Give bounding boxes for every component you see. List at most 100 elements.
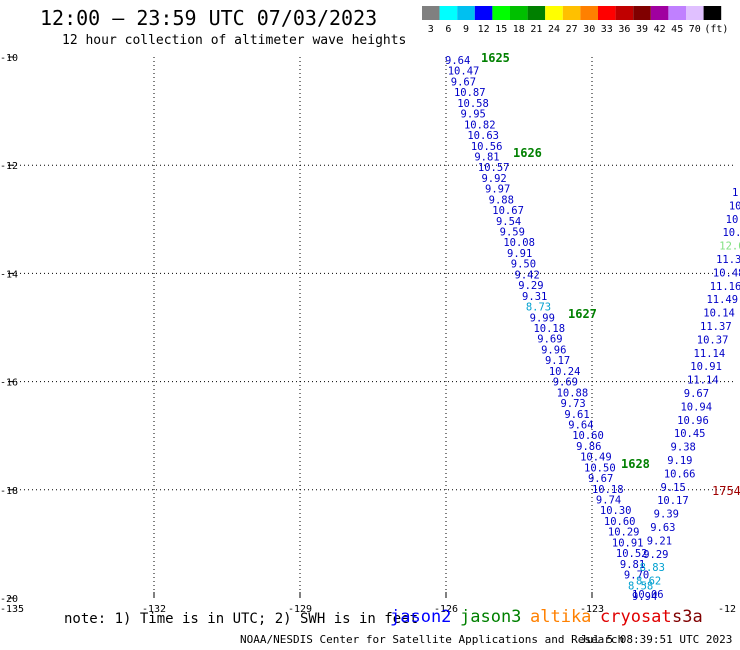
swh-value-point: 10.47 (448, 66, 480, 78)
swh-value-point: 11.3 (716, 254, 740, 266)
swh-value-point: 10.08 (503, 237, 535, 249)
swh-value-point: 9.73 (560, 398, 585, 410)
swh-value-point: 9.42 (515, 269, 540, 281)
lat-tick-label: -20 (0, 594, 18, 605)
legend-label: 45 (671, 24, 683, 35)
legend-label: 9 (463, 24, 469, 35)
legend-label: 39 (636, 24, 648, 35)
legend-label: 70 (689, 24, 701, 35)
swh-value-point: 9.31 (522, 291, 547, 303)
swh-value-point: 10. (722, 227, 740, 239)
swh-value-point: 9.38 (671, 442, 696, 454)
swh-value-point: 9.29 (518, 280, 543, 292)
swh-value-point: 9.74 (596, 495, 621, 507)
swh-value-point: 9.88 (489, 194, 514, 206)
swh-value-point: 9.92 (481, 173, 506, 185)
swh-value-point: 9.99 (530, 312, 555, 324)
swh-value-point: 10.60 (572, 430, 604, 442)
lon-tick-label: -12 (718, 604, 736, 615)
legend-swatch (703, 6, 722, 20)
swh-value-point: 9.70 (624, 570, 649, 582)
swh-value-point: 10.94 (680, 401, 712, 413)
legend-label: 15 (495, 24, 507, 35)
note-text: note: 1) Time is in UTC; 2) SWH is in fe… (64, 611, 419, 627)
pass-number-label: 1628 (621, 457, 650, 471)
swh-value-point: 9.69 (553, 377, 578, 389)
lon-tick-label: -126 (434, 604, 458, 615)
swh-value-point: 10.06 (632, 589, 664, 601)
swh-value-point: 10.37 (697, 334, 729, 346)
color-legend: 3 6 9 12 15 18 21 24 27 30 33 36 39 42 45 70 (ft) (422, 6, 728, 35)
swh-value-point: 9.81 (620, 559, 645, 571)
legend-swatch (527, 6, 546, 20)
legend-swatch (650, 6, 669, 20)
legend-label: 3 (428, 24, 434, 35)
swh-value-point: 10.14 (703, 308, 735, 320)
swh-value-point: 10.49 (580, 452, 612, 464)
swh-value-point: 9.67 (588, 473, 613, 485)
satellite-cryosat-label: cryosat (600, 607, 672, 627)
swh-value-point: 10.52 (616, 548, 648, 560)
legend-swatch (439, 6, 458, 20)
satellite-jason2-label: jason2 (390, 607, 452, 627)
legend-swatch (598, 6, 616, 20)
lat-tick-label: -10 (0, 53, 18, 64)
legend-swatch (686, 6, 704, 20)
legend-swatch (457, 6, 475, 20)
legend-swatch (422, 6, 440, 20)
legend-label: 12 (478, 24, 490, 35)
swh-value-point: 9.54 (496, 216, 521, 228)
swh-value-point: 11.14 (687, 375, 719, 387)
swh-value-point: 10.66 (664, 468, 696, 480)
swh-value-point: 9.94 (632, 591, 657, 603)
swh-value-point: 9.69 (537, 334, 562, 346)
swh-value-point: 9.67 (684, 388, 709, 400)
legend-swatch (474, 6, 493, 20)
legend-label: 21 (530, 24, 542, 35)
swh-value-point: 11.16 (710, 281, 740, 293)
swh-value-point: 9.64 (568, 419, 593, 431)
swh-value-point: 10 (729, 200, 740, 212)
plot-grid (8, 56, 734, 599)
swh-value-point: 9.95 (461, 109, 486, 121)
swh-value-point: 8.73 (526, 302, 551, 314)
swh-value-point: 9.67 (451, 76, 476, 88)
swh-value-point: 9.91 (507, 248, 532, 260)
swh-value-point: 10.30 (600, 505, 632, 517)
swh-value-point: 10.18 (592, 484, 624, 496)
swh-value-point: 9.59 (500, 227, 525, 239)
lat-tick-label: -18 (0, 486, 18, 497)
page-subtitle: 12 hour collection of altimeter wave hei… (62, 33, 407, 48)
swh-value-point: 10. (726, 214, 740, 226)
swh-value-point: 9.39 (654, 509, 679, 521)
swh-value-point: 9.63 (650, 522, 675, 534)
swh-value-point: 10.56 (471, 141, 503, 153)
swh-value-point: 10.17 (657, 495, 689, 507)
lat-tick-label: -12 (0, 161, 18, 172)
swh-value-point: 9.64 (445, 55, 470, 67)
swh-value-point: 10.29 (608, 527, 640, 539)
swh-value-point: 10.91 (612, 537, 644, 549)
lon-tick-label: -129 (288, 604, 312, 615)
swh-value-point: 10.88 (557, 387, 589, 399)
legend-swatch (562, 6, 581, 20)
swh-value-point: 10.82 (464, 119, 496, 131)
lat-tick-label: -16 (0, 378, 18, 389)
swh-value-point: 8.58 (628, 580, 653, 592)
legend-label: 30 (583, 24, 595, 35)
swh-value-point: 9.81 (474, 151, 499, 163)
swh-value-point: 9.29 (643, 549, 668, 561)
legend-label: 18 (513, 24, 525, 35)
legend-label: 27 (566, 24, 578, 35)
lat-tick-label: -14 (0, 269, 18, 280)
page-title: 12:00 — 23:59 UTC 07/03/2023 (40, 6, 378, 30)
swh-value-point: 10.91 (690, 361, 722, 373)
lon-tick-label: -123 (580, 604, 604, 615)
swh-value-point: 9.19 (667, 455, 692, 467)
swh-value-point: 8.62 (636, 576, 661, 588)
legend-label: 6 (445, 24, 451, 35)
swh-value-point: 9.96 (541, 344, 566, 356)
legend-swatch (545, 6, 563, 20)
swh-value-point: 10.67 (492, 205, 524, 217)
